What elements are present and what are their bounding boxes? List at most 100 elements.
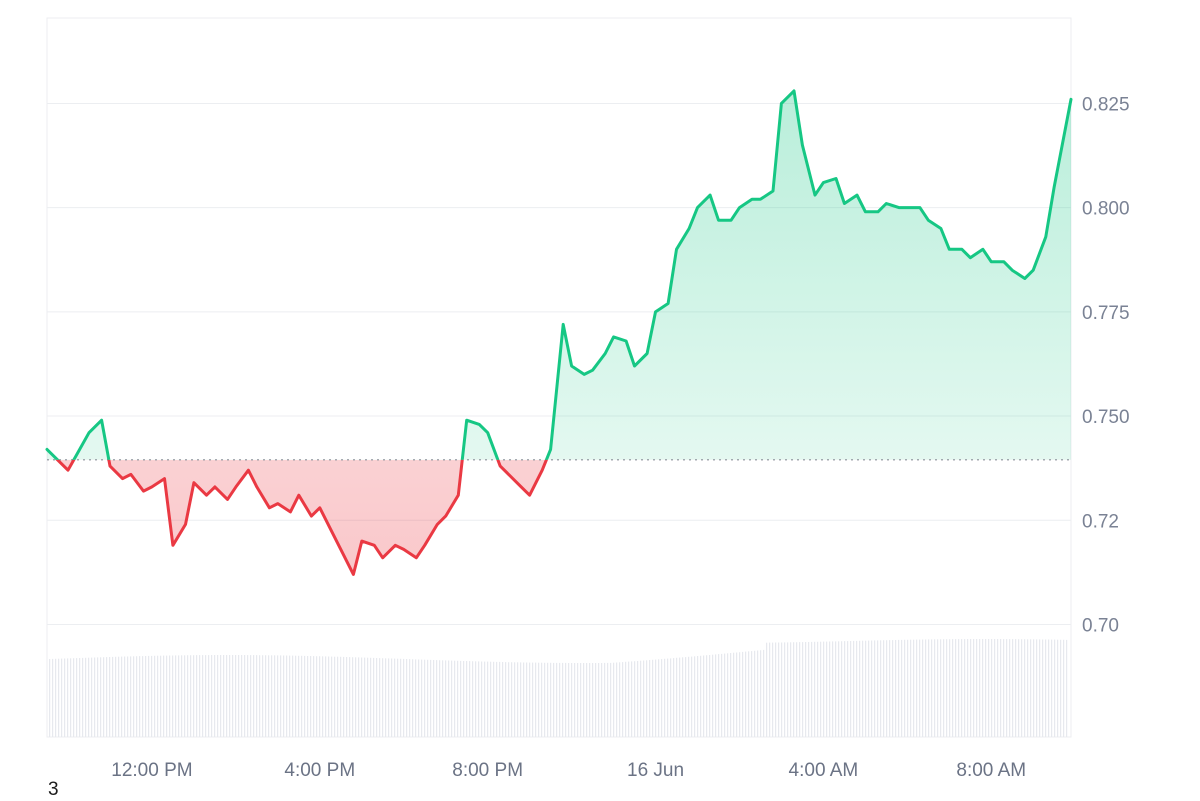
volume-bar	[739, 652, 741, 737]
volume-bar	[988, 639, 990, 737]
volume-bar	[541, 662, 543, 737]
volume-bar	[97, 657, 99, 737]
volume-bar	[145, 656, 147, 737]
volume-bar	[229, 655, 231, 737]
volume-bar	[274, 655, 276, 737]
volume-bar	[379, 658, 381, 737]
volume-bar	[427, 659, 429, 737]
volume-bar	[613, 662, 615, 737]
volume-bar	[400, 658, 402, 737]
volume-bar	[871, 640, 873, 737]
volume-bar	[757, 650, 759, 737]
volume-bar	[466, 661, 468, 737]
volume-bar	[769, 642, 771, 737]
volume-bar	[1036, 639, 1038, 737]
volume-bar	[1054, 639, 1056, 737]
volume-bar	[406, 659, 408, 737]
volume-bar	[187, 655, 189, 737]
volume-bar	[592, 663, 594, 737]
volume-bar	[238, 655, 240, 737]
x-tick-label: 4:00 PM	[284, 760, 355, 781]
volume-bar	[520, 662, 522, 737]
x-tick-label: 12:00 PM	[111, 760, 192, 781]
volume-bar	[787, 642, 789, 737]
volume-bar	[214, 655, 216, 737]
volume-bar	[655, 659, 657, 737]
volume-bar	[1057, 639, 1059, 737]
volume-bar	[205, 655, 207, 737]
volume-bar	[397, 658, 399, 737]
volume-bar	[952, 639, 954, 737]
volume-bar	[928, 639, 930, 737]
volume-bar	[883, 640, 885, 737]
volume-bar	[58, 658, 60, 737]
volume-bar	[901, 639, 903, 737]
volume-bar	[826, 641, 828, 737]
volume-bar	[544, 662, 546, 737]
volume-bar	[484, 661, 486, 737]
volume-bar	[649, 660, 651, 737]
volume-bar	[730, 653, 732, 737]
price-line-up	[45, 89, 1073, 460]
volume-bar	[841, 641, 843, 737]
volume-bar	[376, 658, 378, 737]
volume-bar	[601, 663, 603, 737]
volume-bar	[1018, 639, 1020, 737]
volume-bar	[250, 655, 252, 737]
volume-bar	[175, 655, 177, 737]
volume-bar	[640, 660, 642, 737]
volume-bar	[148, 655, 150, 737]
volume-bar	[856, 640, 858, 737]
volume-bar	[913, 639, 915, 737]
volume-bar	[727, 653, 729, 737]
volume-bar	[1048, 639, 1050, 737]
volume-bar	[673, 658, 675, 737]
volume-bar	[436, 660, 438, 737]
volume-bar	[529, 662, 531, 737]
volume-bar	[853, 640, 855, 737]
volume-bar	[55, 658, 57, 737]
volume-bar	[244, 655, 246, 737]
volume-bar	[904, 639, 906, 737]
volume-bar	[997, 639, 999, 737]
volume-bar	[709, 655, 711, 737]
volume-bar	[220, 655, 222, 737]
volume-bar	[685, 657, 687, 737]
volume-bar	[778, 642, 780, 737]
volume-bar	[850, 641, 852, 737]
volume-bar	[697, 656, 699, 737]
volume-bar	[265, 655, 267, 737]
volume-bar	[409, 659, 411, 737]
volume-bar	[694, 656, 696, 737]
volume-bar	[322, 656, 324, 737]
volume-bar	[154, 655, 156, 737]
volume-bar	[985, 639, 987, 737]
x-axis-ticks: 12:00 PM 4:00 PM 8:00 PM 16 Jun 4:00 AM 8:00 …	[111, 760, 1026, 781]
volume-bar	[508, 662, 510, 737]
volume-bar	[889, 640, 891, 737]
volume-bar	[61, 658, 63, 737]
volume-bar	[946, 639, 948, 737]
volume-bar	[652, 659, 654, 737]
volume-bar	[202, 655, 204, 737]
volume-bar	[802, 642, 804, 737]
volume-bar	[454, 660, 456, 737]
volume-bar	[1045, 639, 1047, 737]
volume-bar	[313, 656, 315, 737]
volume-bar	[166, 655, 168, 737]
volume-bar	[76, 658, 78, 737]
volume-bar	[1009, 639, 1011, 737]
volume-bar	[211, 655, 213, 737]
y-tick-label: 0.800	[1082, 199, 1130, 220]
volume-bar	[760, 650, 762, 737]
volume-bar	[574, 663, 576, 737]
y-tick-label: 0.750	[1082, 407, 1130, 428]
volume-bar	[631, 661, 633, 737]
volume-bar	[967, 639, 969, 737]
volume-bar	[448, 660, 450, 737]
volume-bar	[679, 657, 681, 737]
volume-bar	[916, 639, 918, 737]
volume-bar	[310, 656, 312, 737]
volume-bar	[607, 662, 609, 737]
